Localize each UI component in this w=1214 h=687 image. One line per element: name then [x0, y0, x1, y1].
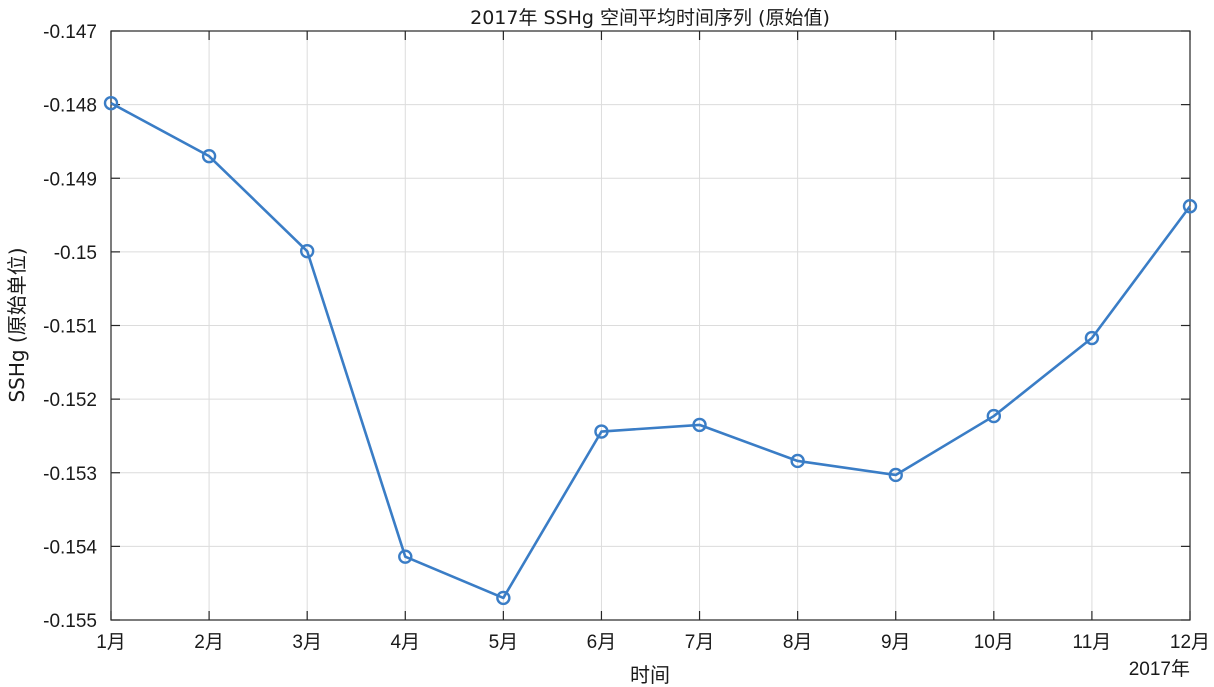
y-tick-label: -0.152 — [43, 390, 97, 411]
x-tick-label: 12月 — [1170, 632, 1210, 653]
x-tick-label: 3月 — [292, 632, 322, 653]
x-tick-label: 5月 — [489, 632, 519, 653]
x-tick-label: 11月 — [1073, 632, 1112, 653]
x-tick-label: 2月 — [194, 632, 224, 653]
y-tick-label: -0.148 — [43, 96, 97, 117]
x-axis-label: 时间 — [630, 663, 670, 687]
y-tick-label: -0.147 — [43, 22, 97, 43]
data-point — [888, 467, 903, 483]
y-tick-label: -0.155 — [43, 611, 97, 632]
series-layer — [103, 95, 1198, 606]
data-point — [299, 243, 315, 259]
data-point — [986, 408, 1002, 424]
y-tick-label: -0.15 — [54, 243, 97, 264]
y-tick-labels: -0.147 -0.148 -0.149 -0.15 -0.151 -0.152 -0.15… — [43, 22, 97, 632]
chart-title: 2017年 SSHg 空间平均时间序列 (原始值) — [470, 7, 830, 29]
x-secondary-label: 2017年 — [1129, 658, 1190, 680]
data-point — [790, 453, 805, 469]
grid — [110, 30, 1191, 621]
x-tick-label: 4月 — [390, 632, 420, 653]
axis-ticks — [110, 30, 1191, 621]
y-tick-label: -0.153 — [43, 464, 97, 485]
y-tick-label: -0.151 — [43, 317, 97, 338]
data-point — [398, 549, 413, 564]
data-point — [594, 424, 609, 439]
data-point — [496, 590, 511, 606]
x-tick-label: 6月 — [587, 632, 617, 653]
data-point — [1084, 330, 1100, 346]
data-point — [692, 417, 707, 433]
x-tick-label: 8月 — [783, 632, 813, 653]
x-tick-label: 1月 — [96, 632, 126, 653]
x-tick-labels: 1月 2月 3月 4月 5月 6月 7月 8月 9月 10月 11月 12月 — [96, 632, 1210, 653]
data-point — [1182, 199, 1198, 214]
y-axis-label: SSHg (原始单位) — [5, 247, 29, 402]
x-tick-label: 7月 — [685, 632, 715, 653]
x-tick-label: 9月 — [881, 632, 911, 653]
x-tick-label: 10月 — [974, 632, 1014, 653]
y-tick-label: -0.154 — [43, 537, 97, 558]
data-point — [201, 148, 217, 164]
data-point — [103, 95, 119, 111]
y-tick-label: -0.149 — [43, 169, 97, 190]
series-line — [110, 102, 1192, 600]
